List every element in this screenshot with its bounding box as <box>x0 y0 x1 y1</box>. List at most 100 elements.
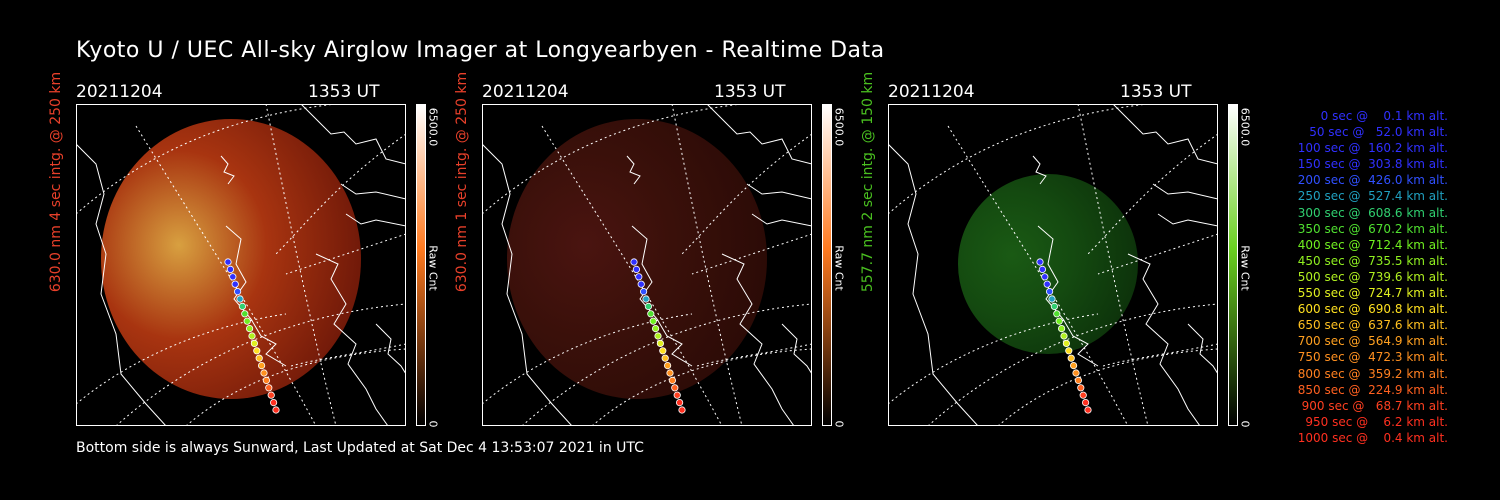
trajectory-point <box>666 369 674 377</box>
page-title: Kyoto U / UEC All-sky Airglow Imager at … <box>76 38 885 63</box>
colorbar <box>822 104 832 426</box>
trajectory-point <box>1079 391 1087 399</box>
trajectory-point <box>265 384 273 392</box>
timeline-row: 400 sec @ 712.4 km alt. <box>1293 237 1448 252</box>
trajectory-point <box>231 280 239 288</box>
trajectory-point <box>637 280 645 288</box>
graticule-line <box>1102 343 1218 367</box>
trajectory-point <box>238 302 246 310</box>
trajectory-point <box>258 361 266 370</box>
colorbar <box>416 104 426 426</box>
graticule-line <box>671 104 743 426</box>
timeline-row: 300 sec @ 608.6 km alt. <box>1293 205 1448 220</box>
graticule-line <box>691 233 812 275</box>
trajectory-point <box>1041 273 1049 281</box>
timeline-row: 800 sec @ 359.2 km alt. <box>1293 366 1448 381</box>
trajectory-point <box>644 302 652 310</box>
timeline-row: 350 sec @ 670.2 km alt. <box>1293 221 1448 236</box>
panel-time: 1353 UT <box>1120 82 1192 102</box>
coastline <box>706 104 812 165</box>
panel-time: 1353 UT <box>714 82 786 102</box>
trajectory-point <box>270 398 278 407</box>
timeline-row: 50 sec @ 52.0 km alt. <box>1301 125 1448 140</box>
trajectory-point <box>1048 295 1056 303</box>
colorbar-unit-text: Raw Cnt <box>1238 245 1252 291</box>
trajectory-point <box>1070 361 1078 370</box>
timeline-row: 250 sec @ 527.4 km alt. <box>1293 189 1448 204</box>
panel-time: 1353 UT <box>308 82 380 102</box>
graticule-line <box>888 104 1149 215</box>
graticule-line <box>265 104 337 426</box>
coastline <box>76 143 167 426</box>
trajectory-point <box>673 391 681 399</box>
timeline-row: 950 sec @ 6.2 km alt. <box>1301 414 1448 429</box>
timeline-row: 900 sec @ 68.7 km alt. <box>1297 398 1448 413</box>
trajectory-point <box>1065 347 1073 355</box>
timeline-row: 650 sec @ 637.6 km alt. <box>1293 318 1448 333</box>
trajectory-point <box>255 354 263 362</box>
image-frame <box>76 104 406 426</box>
trajectory-point <box>226 265 234 273</box>
trajectory-point <box>630 258 638 266</box>
airglow-panel-557nm-2sec: 20211204 1353 UT 557.7 nm 2 sec intg. @ … <box>860 72 1308 432</box>
sky-field-of-view <box>101 119 361 399</box>
coastline <box>1152 183 1218 200</box>
trajectory-point <box>647 310 655 318</box>
coastline <box>888 143 979 426</box>
colorbar-min-text: 0 <box>1238 420 1252 428</box>
all-sky-map <box>76 104 406 426</box>
graticule-line <box>997 348 1218 426</box>
trajectory-timeline-legend: 0 sec @ 0.1 km alt. 50 sec @ 52.0 km alt… <box>1262 108 1448 446</box>
colorbar-max-text: 6500.0 <box>832 107 846 147</box>
graticule-line <box>482 104 743 215</box>
panel-date: 20211204 <box>76 82 163 102</box>
trajectory-point <box>1067 354 1075 362</box>
coastline <box>340 183 406 200</box>
timeline-row: 200 sec @ 426.0 km alt. <box>1293 173 1448 188</box>
timeline-row: 450 sec @ 735.5 km alt. <box>1293 253 1448 268</box>
trajectory-point <box>1053 310 1061 318</box>
coastline <box>1112 104 1218 165</box>
trajectory-point <box>1043 280 1051 288</box>
trajectory-point <box>664 361 672 370</box>
trajectory-point <box>267 391 275 399</box>
trajectory-point <box>1038 265 1046 273</box>
coastline <box>1032 155 1047 185</box>
trajectory-point <box>260 369 268 377</box>
trajectory-point <box>642 295 650 303</box>
airglow-panel-630nm-4sec: 20211204 1353 UT 630.0 nm 4 sec intg. @ … <box>48 72 496 432</box>
colorbar-unit-text: Raw Cnt <box>426 245 440 291</box>
graticule-line <box>135 125 317 426</box>
all-sky-map <box>482 104 812 426</box>
sky-field-of-view <box>507 119 767 399</box>
coastline <box>300 104 406 165</box>
trajectory-point <box>668 376 676 384</box>
graticule-line <box>275 133 406 255</box>
trajectory-point <box>649 317 657 325</box>
trajectory-point <box>1050 302 1058 310</box>
trajectory-point <box>640 288 648 296</box>
trajectory-point <box>678 406 686 414</box>
coastline <box>626 155 641 185</box>
graticule-line <box>947 125 1129 426</box>
colorbar-min-text: 0 <box>832 420 846 428</box>
timeline-row: 700 sec @ 564.9 km alt. <box>1293 334 1448 349</box>
trajectory-point <box>1062 339 1070 347</box>
trajectory-point <box>1055 317 1063 325</box>
coastline <box>375 323 406 375</box>
coastline <box>1157 213 1218 227</box>
graticule-line <box>541 125 723 426</box>
trajectory-point <box>229 273 237 281</box>
trajectory-point <box>250 339 258 347</box>
graticule-line <box>285 233 406 275</box>
coastline <box>781 323 812 375</box>
coastline <box>751 213 812 227</box>
trajectory-point <box>1072 369 1080 377</box>
timeline-row: 100 sec @ 160.2 km alt. <box>1293 141 1448 156</box>
trajectory-point <box>659 347 667 355</box>
timeline-row: 750 sec @ 472.3 km alt. <box>1293 350 1448 365</box>
panel-ylabel-text: 630.0 nm 4 sec intg. @ 250 km <box>48 71 64 293</box>
trajectory-point <box>262 376 270 384</box>
panel-date: 20211204 <box>888 82 975 102</box>
graticule-line <box>76 104 337 215</box>
